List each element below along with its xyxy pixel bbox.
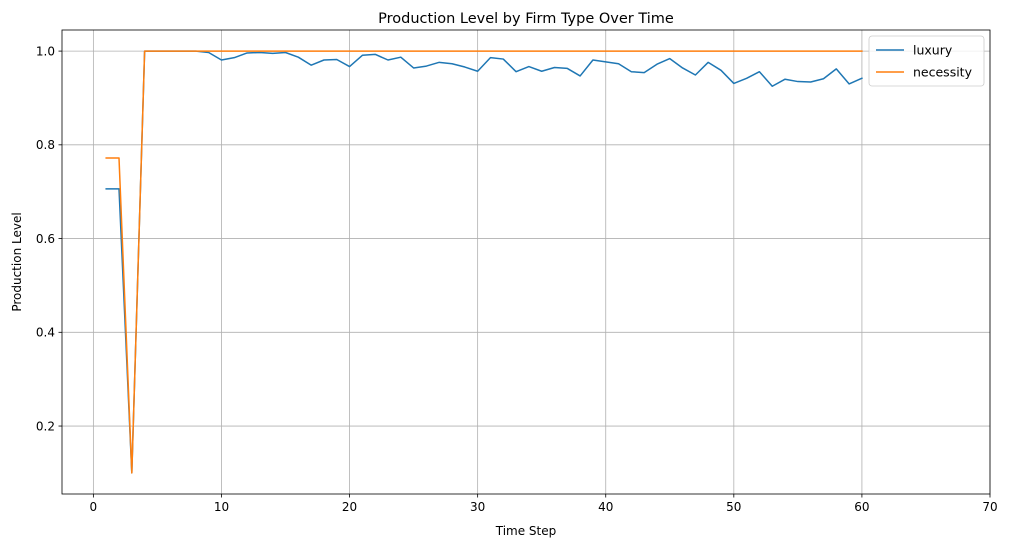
- y-tick-label: 0.4: [36, 326, 55, 340]
- plot-frame: [61, 29, 991, 495]
- y-tick-label: 0.2: [36, 419, 55, 433]
- series-lines: [105, 50, 863, 474]
- x-tick-label: 50: [726, 500, 741, 514]
- x-tick-label: 20: [342, 500, 357, 514]
- x-tick-label: 40: [598, 500, 613, 514]
- series-line-necessity: [105, 50, 863, 474]
- x-tick-label: 60: [854, 500, 869, 514]
- legend-box: [868, 35, 985, 87]
- chart-title: Production Level by Firm Type Over Time: [378, 11, 674, 27]
- x-tick-label: 70: [982, 500, 997, 514]
- x-tick-label: 0: [90, 500, 98, 514]
- series-line-luxury: [105, 50, 863, 474]
- x-tick-label: 10: [214, 500, 229, 514]
- y-tick-label: 0.6: [36, 232, 55, 246]
- legend-label-luxury: luxury: [913, 43, 953, 58]
- legend: luxury necessity: [868, 35, 985, 87]
- x-axis-title: Time Step: [495, 524, 557, 538]
- axis-ticks: 0 10 20 30 40 50 60 70 0.2 0.4 0.6 0.8 1.0: [36, 44, 998, 514]
- x-tick-label: 30: [470, 500, 485, 514]
- y-tick-label: 1.0: [36, 44, 55, 58]
- legend-label-necessity: necessity: [913, 65, 973, 80]
- y-tick-label: 0.8: [36, 138, 55, 152]
- y-axis-title: Production Level: [10, 212, 24, 311]
